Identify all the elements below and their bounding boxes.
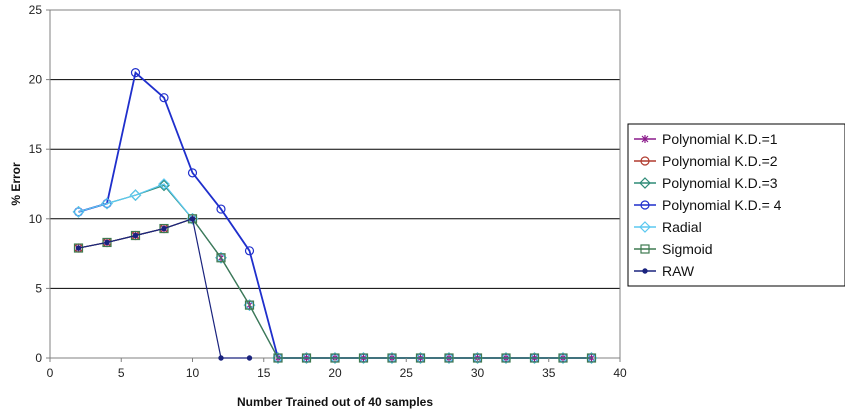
legend-item-6: Sigmoid bbox=[634, 241, 713, 257]
data-point-legend-2 bbox=[640, 156, 650, 166]
data-point-legend-4 bbox=[640, 200, 650, 210]
data-point-7-5 bbox=[218, 355, 224, 361]
data-point-5-1 bbox=[101, 197, 113, 210]
data-point-4-4 bbox=[187, 168, 198, 178]
data-point-5-10 bbox=[357, 352, 370, 364]
data-point-6-15 bbox=[501, 353, 511, 363]
data-point-7-1 bbox=[104, 239, 110, 246]
data-point-6-1 bbox=[102, 237, 112, 248]
data-point-4-1 bbox=[102, 198, 112, 209]
data-point-5-15 bbox=[500, 352, 512, 364]
legend-item-7: RAW bbox=[634, 263, 695, 279]
x-tick-label: 20 bbox=[328, 366, 342, 380]
x-tick-label: 10 bbox=[186, 366, 200, 380]
data-point-legend-6 bbox=[640, 244, 650, 254]
data-point-5-8 bbox=[300, 352, 313, 364]
x-axis-title: Number Trained out of 40 samples bbox=[237, 395, 433, 409]
data-point-6-4 bbox=[187, 214, 198, 224]
data-point-5-18 bbox=[585, 352, 598, 364]
data-point-6-3 bbox=[159, 223, 169, 234]
gridlines bbox=[50, 79, 620, 289]
data-point-5-5 bbox=[215, 251, 227, 264]
y-tick-label: 0 bbox=[35, 351, 42, 365]
data-point-6-12 bbox=[415, 353, 426, 363]
data-point-legend-7 bbox=[642, 268, 648, 274]
data-point-5-13 bbox=[443, 352, 455, 364]
legend-label: Polynomial K.D.= 4 bbox=[662, 197, 782, 213]
data-point-7-3 bbox=[161, 225, 167, 232]
data-point-5-11 bbox=[386, 352, 398, 364]
data-point-6-13 bbox=[444, 353, 454, 363]
tick-labels: 0 5 10 15 20 25 0 5 10 15 20 25 30 35 40 bbox=[29, 3, 627, 380]
data-point-6-11 bbox=[387, 353, 397, 363]
legend-item-1: Polynomial K.D.=1 bbox=[634, 131, 778, 147]
data-point-3-3 bbox=[158, 179, 170, 192]
y-axis-title: % Error bbox=[9, 162, 23, 206]
legend-label: Sigmoid bbox=[662, 241, 713, 257]
x-tick-label: 35 bbox=[542, 366, 556, 380]
series-group bbox=[72, 68, 598, 364]
data-point-5-7 bbox=[272, 352, 284, 364]
data-point-6-18 bbox=[586, 353, 597, 363]
data-point-5-12 bbox=[414, 352, 427, 364]
legend-label: Polynomial K.D.=2 bbox=[662, 153, 778, 169]
legend-item-5: Radial bbox=[634, 219, 702, 235]
legend-label: Radial bbox=[662, 219, 702, 235]
data-point-6-0 bbox=[73, 243, 84, 253]
data-point-6-2 bbox=[130, 230, 141, 241]
x-tick-label: 5 bbox=[118, 366, 125, 380]
x-tick-label: 15 bbox=[257, 366, 271, 380]
legend-box bbox=[627, 123, 845, 287]
legend-label: Polynomial K.D.=1 bbox=[662, 131, 778, 147]
data-point-5-3 bbox=[158, 178, 170, 190]
legend-label: Polynomial K.D.=3 bbox=[662, 175, 778, 191]
x-tick-label: 25 bbox=[400, 366, 414, 380]
data-point-legend-5 bbox=[639, 221, 651, 233]
legend-item-4: Polynomial K.D.= 4 bbox=[634, 197, 782, 213]
data-point-5-9 bbox=[329, 352, 341, 364]
x-tick-label: 40 bbox=[613, 366, 627, 380]
y-tick-label: 10 bbox=[29, 212, 43, 226]
x-tick-label: 0 bbox=[47, 366, 54, 380]
y-tick-label: 5 bbox=[35, 281, 42, 295]
data-point-4-0 bbox=[73, 207, 84, 217]
data-point-5-14 bbox=[471, 352, 484, 364]
data-point-5-0 bbox=[72, 205, 85, 218]
data-point-5-4 bbox=[186, 212, 199, 225]
data-point-6-10 bbox=[358, 353, 369, 363]
y-tick-label: 20 bbox=[29, 73, 43, 87]
data-point-7-4 bbox=[189, 216, 196, 222]
legend-item-3: Polynomial K.D.=3 bbox=[634, 175, 778, 191]
series-7 bbox=[75, 216, 253, 361]
data-point-5-2 bbox=[129, 189, 142, 201]
data-point-6-8 bbox=[301, 353, 312, 363]
data-point-6-5 bbox=[216, 253, 226, 263]
data-point-4-5 bbox=[216, 204, 226, 214]
y-tick-label: 15 bbox=[29, 142, 43, 156]
data-point-6-16 bbox=[529, 353, 540, 363]
legend-item-2: Polynomial K.D.=2 bbox=[634, 153, 778, 169]
y-tick-label: 25 bbox=[29, 3, 43, 17]
data-point-7-2 bbox=[132, 232, 139, 239]
data-point-4-3 bbox=[159, 93, 169, 103]
data-point-6-6 bbox=[244, 300, 255, 310]
data-point-5-16 bbox=[528, 352, 541, 364]
data-point-5-6 bbox=[243, 299, 256, 311]
data-point-4-2 bbox=[130, 68, 141, 78]
data-point-legend-1 bbox=[641, 135, 649, 143]
data-point-7-6 bbox=[246, 355, 253, 361]
data-point-5-17 bbox=[557, 352, 569, 364]
data-point-legend-3 bbox=[639, 177, 651, 189]
data-point-4-6 bbox=[244, 246, 255, 256]
data-point-7-0 bbox=[75, 245, 82, 251]
data-point-6-17 bbox=[558, 353, 568, 363]
x-tick-label: 30 bbox=[471, 366, 485, 380]
legend-label: RAW bbox=[662, 263, 695, 279]
legend: Polynomial K.D.=1 Polynomial K.D.=2 Polyno… bbox=[627, 123, 845, 287]
data-point-6-7 bbox=[273, 353, 283, 363]
